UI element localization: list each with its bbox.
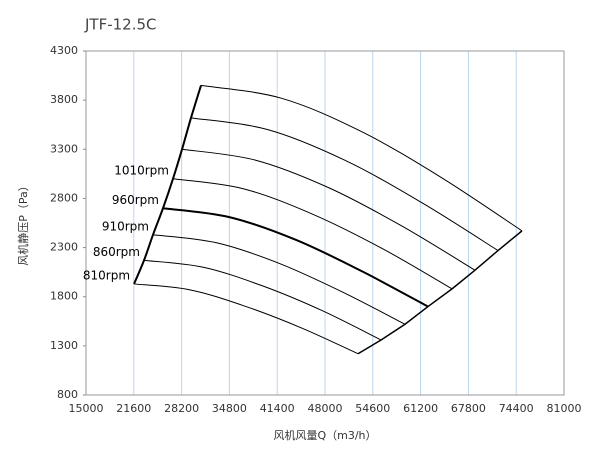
rpm-curve [152,234,406,325]
y-tick-label: 1800 [50,290,78,303]
y-tick-label: 800 [57,388,78,401]
x-axis-label: 风机风量Q（m3/h） [273,428,376,442]
x-tick-label: 21600 [116,402,151,415]
curve-label: 960rpm [112,193,159,207]
curve-label: 860rpm [93,245,140,259]
rpm-curve [162,207,429,308]
x-tick-label: 41400 [260,402,295,415]
right-boundary [357,230,523,355]
y-tick-label: 2800 [50,191,78,204]
rpm-curve [143,259,382,341]
rpm-curve [172,178,453,290]
left-boundary [133,85,202,285]
x-tick-label: 28200 [164,402,199,415]
y-tick-label: 3300 [50,142,78,155]
y-tick-label: 1300 [50,339,78,352]
plot-frame [85,50,565,396]
rpm-curve [133,283,359,355]
y-tick-label: 4300 [50,44,78,57]
x-tick-label: 74400 [499,402,534,415]
x-tick-label: 67800 [451,402,486,415]
x-tick-label: 48000 [308,402,343,415]
y-tick-label: 2300 [50,241,78,254]
curve-label: 810rpm [83,268,130,282]
rpm-curve [190,117,499,251]
chart-title: JTF-12.5C [84,16,157,34]
curve-label: 910rpm [102,219,149,233]
y-tick-label: 3800 [50,93,78,106]
y-axis-label: 风机静压P（Pa） [16,180,30,266]
x-tick-label: 34800 [212,402,247,415]
rpm-curve [181,148,476,271]
x-tick-label: 81000 [547,402,582,415]
curve-label: 1010rpm [114,163,169,177]
x-tick-label: 54600 [355,402,390,415]
x-tick-label: 61200 [403,402,438,415]
x-tick-label: 15000 [69,402,104,415]
rpm-curve [200,84,523,232]
